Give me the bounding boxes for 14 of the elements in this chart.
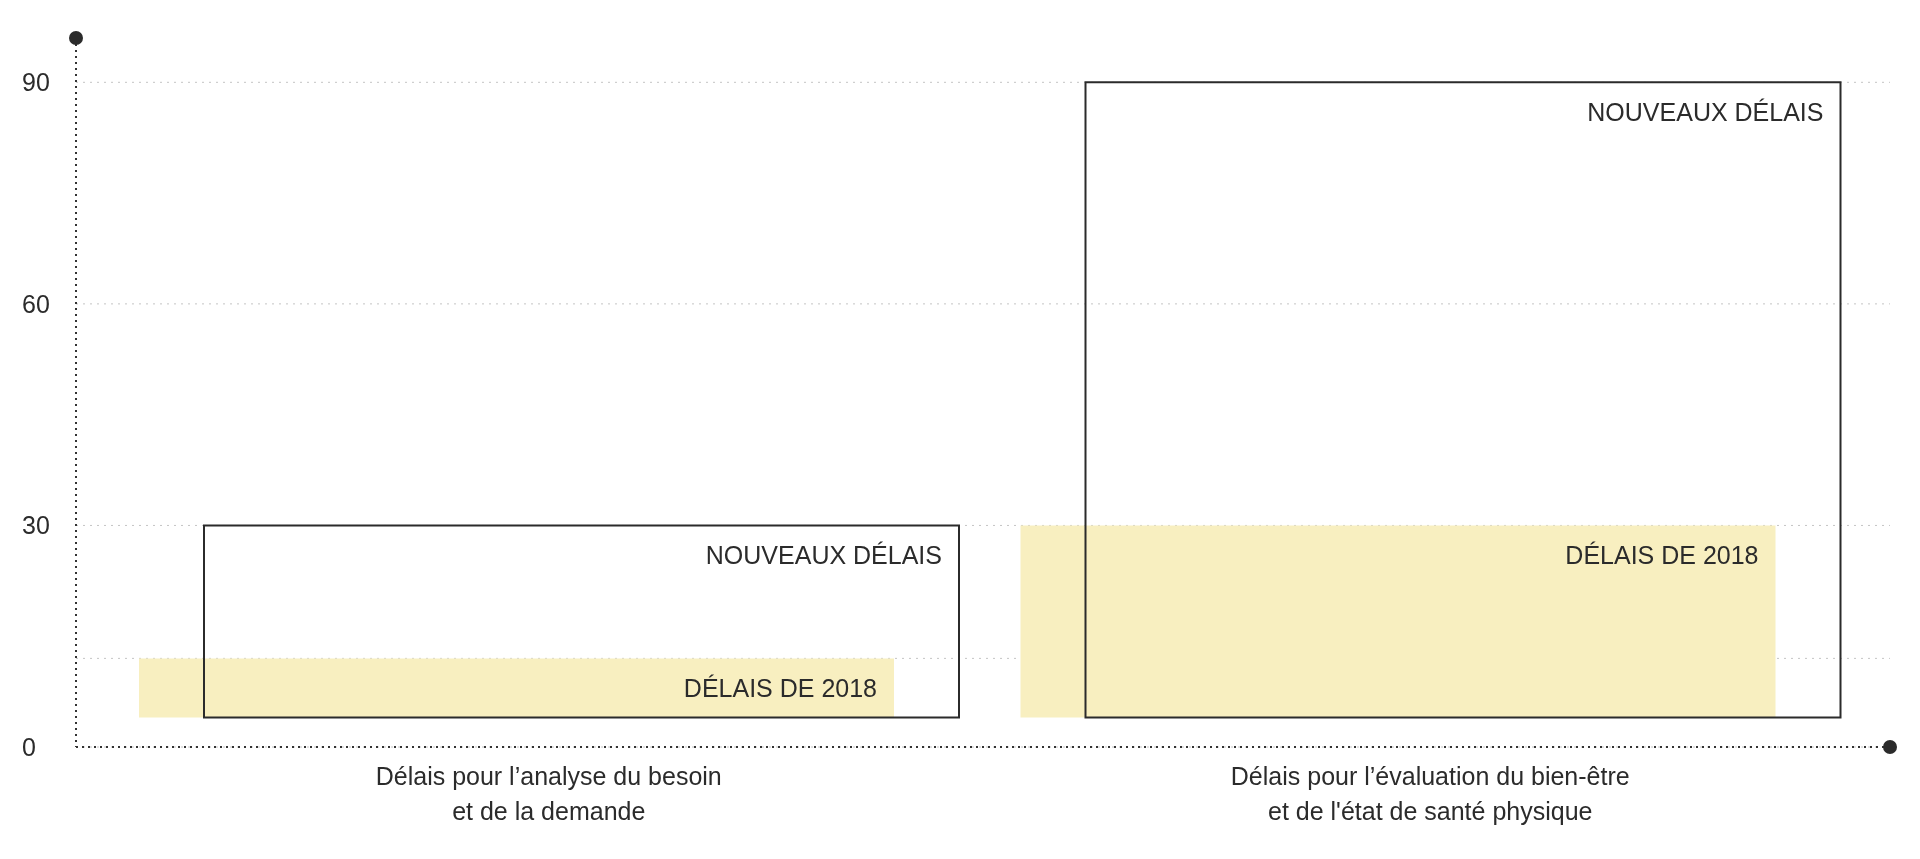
bar bbox=[203, 524, 960, 719]
x-tick-label: Délais pour l’évaluation du bien-être et de l'état de santé physique bbox=[1230, 762, 1630, 825]
text: NOUVEAUX DÉLAIS bbox=[1587, 98, 1824, 127]
y-tick-label: 0 bbox=[22, 733, 36, 761]
bar bbox=[139, 658, 894, 718]
bar bbox=[1084, 81, 1842, 719]
x-tick-label: Délais pour l’analyse du besoin et de la demande bbox=[375, 762, 722, 825]
series-label: DÉLAIS DE 2018 bbox=[683, 674, 877, 703]
text: DÉLAIS DE 2018 bbox=[1565, 541, 1759, 570]
bar bbox=[1020, 525, 1776, 718]
y-tick-label: 60 bbox=[22, 289, 50, 318]
y-tick-label: 90 bbox=[22, 68, 50, 97]
series-label: NOUVEAUX DÉLAIS bbox=[705, 541, 942, 570]
y-tick-label: 30 bbox=[22, 511, 50, 540]
